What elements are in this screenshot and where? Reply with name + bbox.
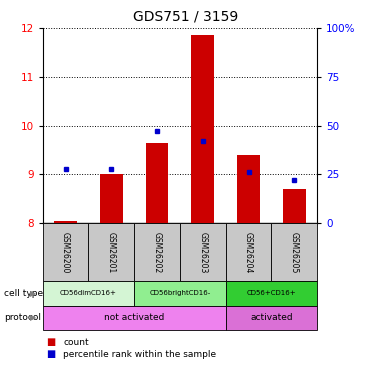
Bar: [43, 223, 88, 281]
Bar: [100, 174, 123, 223]
Bar: [272, 223, 317, 281]
Bar: [43, 306, 226, 330]
Bar: [145, 143, 168, 223]
Text: GSM26202: GSM26202: [152, 231, 161, 273]
Bar: [226, 281, 317, 306]
Text: activated: activated: [250, 314, 293, 322]
Bar: [54, 220, 77, 223]
Bar: [134, 223, 180, 281]
Bar: [226, 223, 272, 281]
Text: ■: ■: [46, 350, 56, 359]
Text: not activated: not activated: [104, 314, 164, 322]
Text: GDS751 / 3159: GDS751 / 3159: [133, 9, 238, 23]
Text: ■: ■: [46, 338, 56, 347]
Text: GSM26200: GSM26200: [61, 231, 70, 273]
Bar: [88, 223, 134, 281]
Text: GSM26205: GSM26205: [290, 231, 299, 273]
Text: percentile rank within the sample: percentile rank within the sample: [63, 350, 216, 359]
Bar: [43, 281, 134, 306]
Text: ▶: ▶: [30, 314, 36, 322]
Text: GSM26204: GSM26204: [244, 231, 253, 273]
Text: count: count: [63, 338, 89, 347]
Bar: [283, 189, 306, 223]
Text: CD56dimCD16+: CD56dimCD16+: [60, 290, 117, 296]
Text: protocol: protocol: [4, 314, 41, 322]
Text: CD56+CD16+: CD56+CD16+: [247, 290, 296, 296]
Bar: [191, 36, 214, 223]
Text: GSM26201: GSM26201: [107, 231, 116, 273]
Text: GSM26203: GSM26203: [198, 231, 207, 273]
Text: CD56brightCD16-: CD56brightCD16-: [149, 290, 211, 296]
Text: cell type: cell type: [4, 289, 43, 298]
Text: ▶: ▶: [30, 289, 36, 298]
Bar: [134, 281, 226, 306]
Bar: [237, 155, 260, 223]
Bar: [226, 306, 317, 330]
Bar: [180, 223, 226, 281]
